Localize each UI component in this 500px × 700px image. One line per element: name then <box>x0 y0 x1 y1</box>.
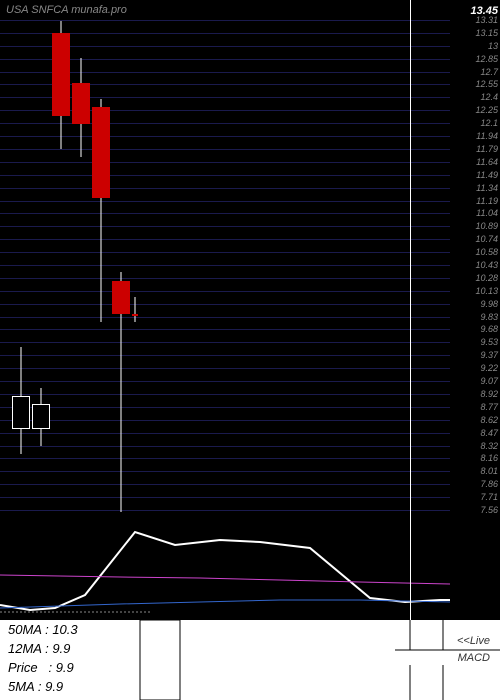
vertical-marker <box>410 0 411 520</box>
vertical-marker-indicator <box>410 520 411 620</box>
live-label: <<Live <box>457 635 490 647</box>
info-panel-lines <box>0 620 500 700</box>
indicator-panel[interactable] <box>0 520 500 620</box>
chart-container: USA SNFCA munafa.pro 13.45 13.3113.15131… <box>0 0 500 700</box>
info-panel: 50MA : 10.3 12MA : 9.9 Price : 9.9 5MA :… <box>0 620 500 700</box>
indicator-lines <box>0 520 450 620</box>
price-axis: 13.45 13.3113.151312.8512.712.5512.412.2… <box>450 0 500 520</box>
main-chart-area[interactable]: USA SNFCA munafa.pro <box>0 0 450 520</box>
macd-label: MACD <box>458 652 490 664</box>
